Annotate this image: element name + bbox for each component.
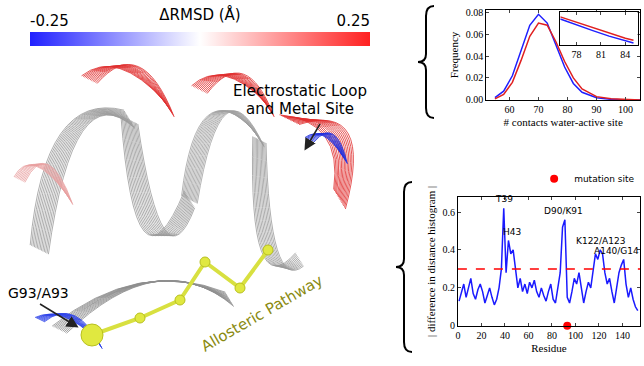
- svg-text:D90/K91: D90/K91: [544, 206, 583, 216]
- svg-text:T39: T39: [495, 194, 513, 204]
- svg-text:0.02: 0.02: [466, 72, 484, 83]
- svg-text:60: 60: [504, 104, 514, 115]
- svg-text:120: 120: [591, 330, 606, 341]
- svg-text:84: 84: [620, 49, 630, 60]
- svg-text:100: 100: [568, 330, 583, 341]
- svg-text:K122/A123: K122/A123: [576, 236, 625, 246]
- svg-text:78: 78: [572, 49, 582, 60]
- svg-text:and Metal Site: and Metal Site: [246, 100, 354, 118]
- svg-text:Residue: Residue: [531, 342, 567, 354]
- svg-text:ΔRMSD (Å): ΔRMSD (Å): [159, 5, 240, 24]
- svg-text:H43: H43: [503, 227, 521, 237]
- svg-text:0.2: 0.2: [442, 282, 455, 293]
- svg-text:80: 80: [547, 330, 557, 341]
- svg-text:20: 20: [476, 330, 486, 341]
- svg-text:0: 0: [455, 330, 460, 341]
- svg-text:# contacts water-active site: # contacts water-active site: [504, 116, 623, 128]
- svg-text:0.6: 0.6: [442, 207, 455, 218]
- svg-text:90: 90: [592, 104, 602, 115]
- svg-text:40: 40: [500, 330, 510, 341]
- svg-text:100: 100: [618, 104, 633, 115]
- svg-text:0.04: 0.04: [466, 51, 484, 62]
- svg-text:81: 81: [596, 49, 606, 60]
- svg-text:0.06: 0.06: [466, 29, 484, 40]
- svg-text:G93/A93: G93/A93: [8, 285, 69, 301]
- svg-text:0: 0: [450, 320, 455, 331]
- svg-text:Allosteric Pathway: Allosteric Pathway: [198, 271, 326, 355]
- svg-text:70: 70: [533, 104, 543, 115]
- svg-text:| difference in distance histo: | difference in distance histogram |: [425, 186, 437, 337]
- svg-text:60: 60: [523, 330, 533, 341]
- svg-text:0.4: 0.4: [442, 244, 455, 255]
- svg-text:Frequency: Frequency: [448, 31, 460, 78]
- svg-text:-0.25: -0.25: [30, 12, 69, 30]
- svg-text:Electrostatic Loop: Electrostatic Loop: [233, 82, 367, 100]
- svg-text:mutation site: mutation site: [574, 174, 634, 184]
- svg-text:0.25: 0.25: [337, 12, 370, 30]
- svg-text:A140/G14: A140/G14: [594, 246, 639, 256]
- svg-text:140: 140: [615, 330, 630, 341]
- svg-text:80: 80: [563, 104, 573, 115]
- svg-text:0.08: 0.08: [466, 7, 484, 18]
- svg-text:0.00: 0.00: [466, 94, 484, 105]
